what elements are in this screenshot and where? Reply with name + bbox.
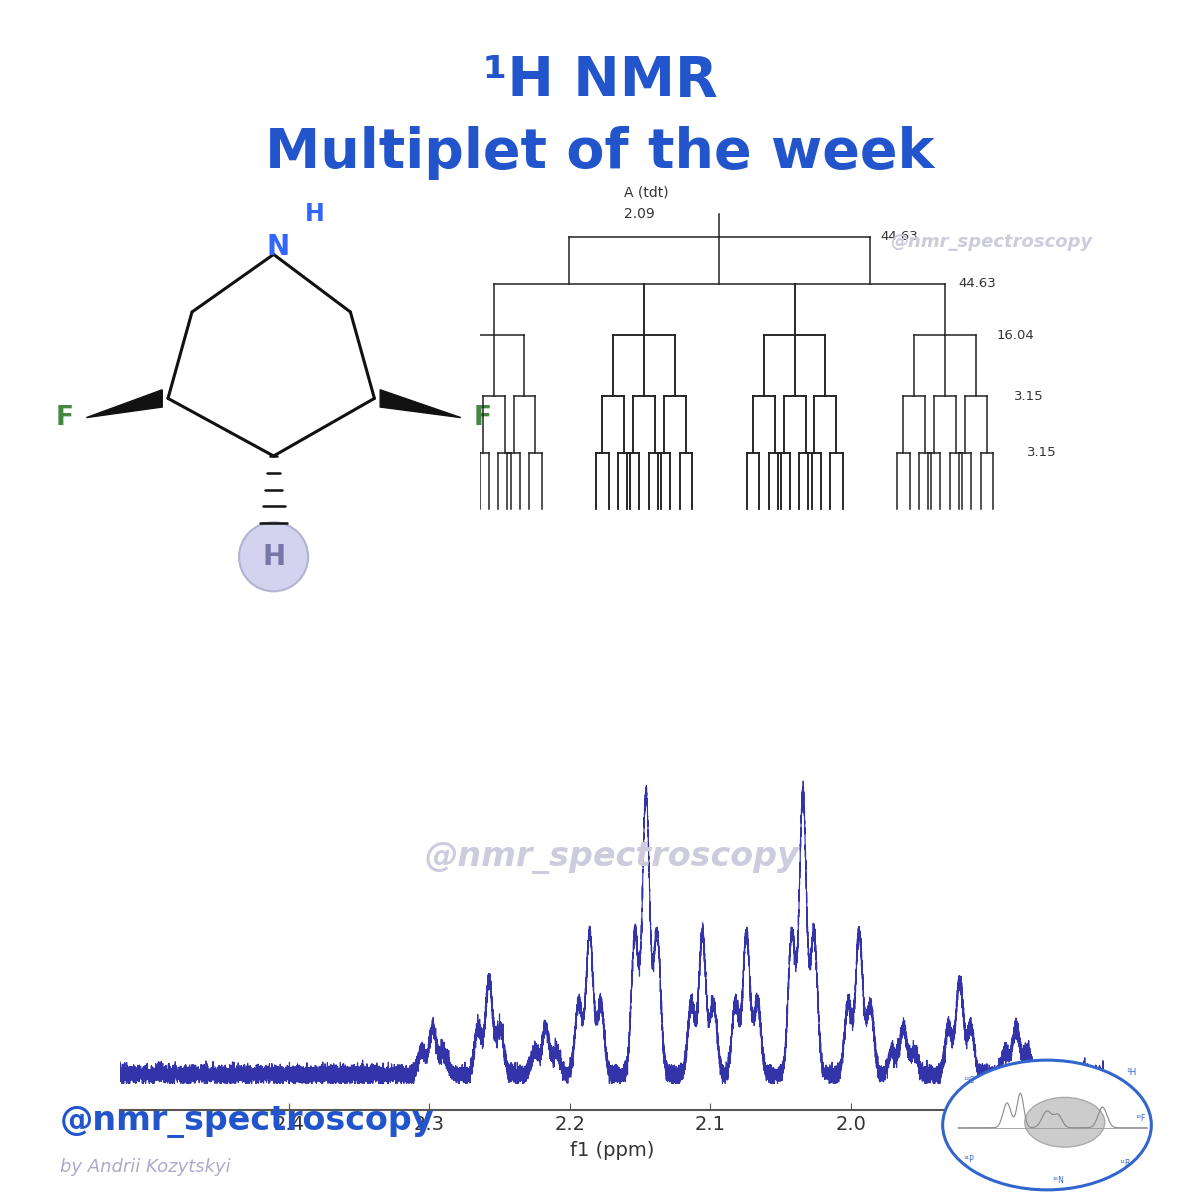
Circle shape — [943, 1060, 1151, 1190]
Text: H: H — [305, 202, 324, 226]
Text: ¹³C: ¹³C — [964, 1076, 974, 1085]
Text: ¹H: ¹H — [1126, 1068, 1136, 1078]
Text: F: F — [474, 404, 492, 431]
Text: ¹¹B: ¹¹B — [1120, 1159, 1130, 1168]
Text: 2.09: 2.09 — [624, 206, 654, 221]
Text: N: N — [266, 233, 290, 262]
Text: 3.15: 3.15 — [1014, 390, 1044, 403]
Text: ³¹P: ³¹P — [964, 1154, 974, 1164]
Text: @nmr_spectroscopy: @nmr_spectroscopy — [60, 1104, 434, 1138]
Polygon shape — [86, 390, 162, 418]
X-axis label: f1 (ppm): f1 (ppm) — [570, 1141, 654, 1160]
Text: by Andrii Kozytskyi: by Andrii Kozytskyi — [60, 1158, 230, 1176]
Text: ¹⁹F: ¹⁹F — [1135, 1114, 1146, 1123]
Polygon shape — [380, 390, 461, 418]
Text: 16.04: 16.04 — [996, 329, 1034, 342]
Circle shape — [239, 522, 308, 592]
Text: F: F — [56, 404, 74, 431]
Text: ¹H NMR: ¹H NMR — [482, 54, 718, 108]
Text: @nmr_spectroscopy: @nmr_spectroscopy — [425, 840, 799, 874]
Text: ¹⁵N: ¹⁵N — [1052, 1176, 1064, 1184]
Text: A (tdt): A (tdt) — [624, 186, 668, 199]
Text: 44.63: 44.63 — [880, 230, 918, 244]
Text: Multiplet of the week: Multiplet of the week — [265, 126, 935, 180]
Text: @nmr_spectroscopy: @nmr_spectroscopy — [890, 233, 1093, 251]
Text: 3.15: 3.15 — [1027, 446, 1057, 460]
Circle shape — [1025, 1097, 1105, 1147]
Text: 44.63: 44.63 — [959, 277, 996, 290]
Text: H: H — [262, 542, 286, 571]
